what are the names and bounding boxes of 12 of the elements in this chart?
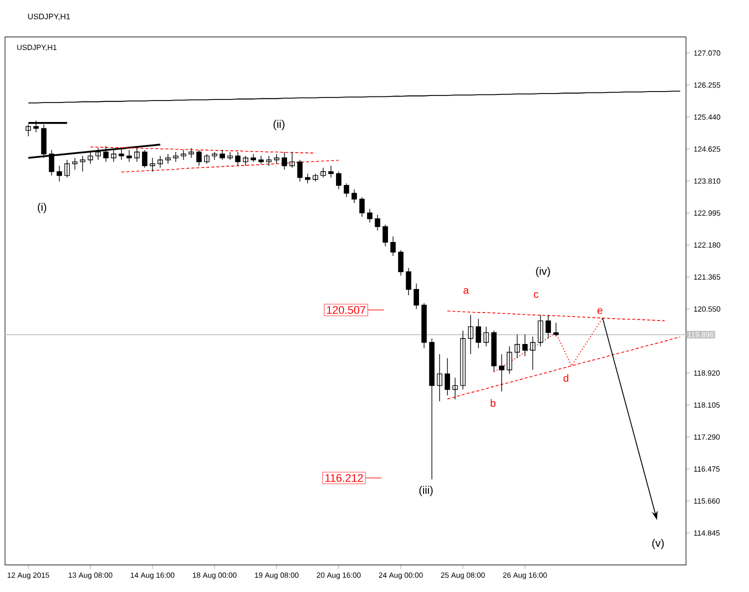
annotation: b xyxy=(490,399,496,407)
annotation: (ii) xyxy=(274,120,284,130)
annotation: (iv) xyxy=(536,266,550,278)
annotation: a xyxy=(464,288,469,294)
annotation: c xyxy=(534,292,538,298)
annotation: (v) xyxy=(652,538,664,550)
annotation: 120.507 xyxy=(327,306,366,314)
annotation: d xyxy=(564,374,568,382)
annotation: e xyxy=(598,308,602,314)
annotation: (i) xyxy=(38,202,46,214)
annotation: (iii) xyxy=(419,486,433,496)
annotation: 116.212 xyxy=(325,474,363,482)
